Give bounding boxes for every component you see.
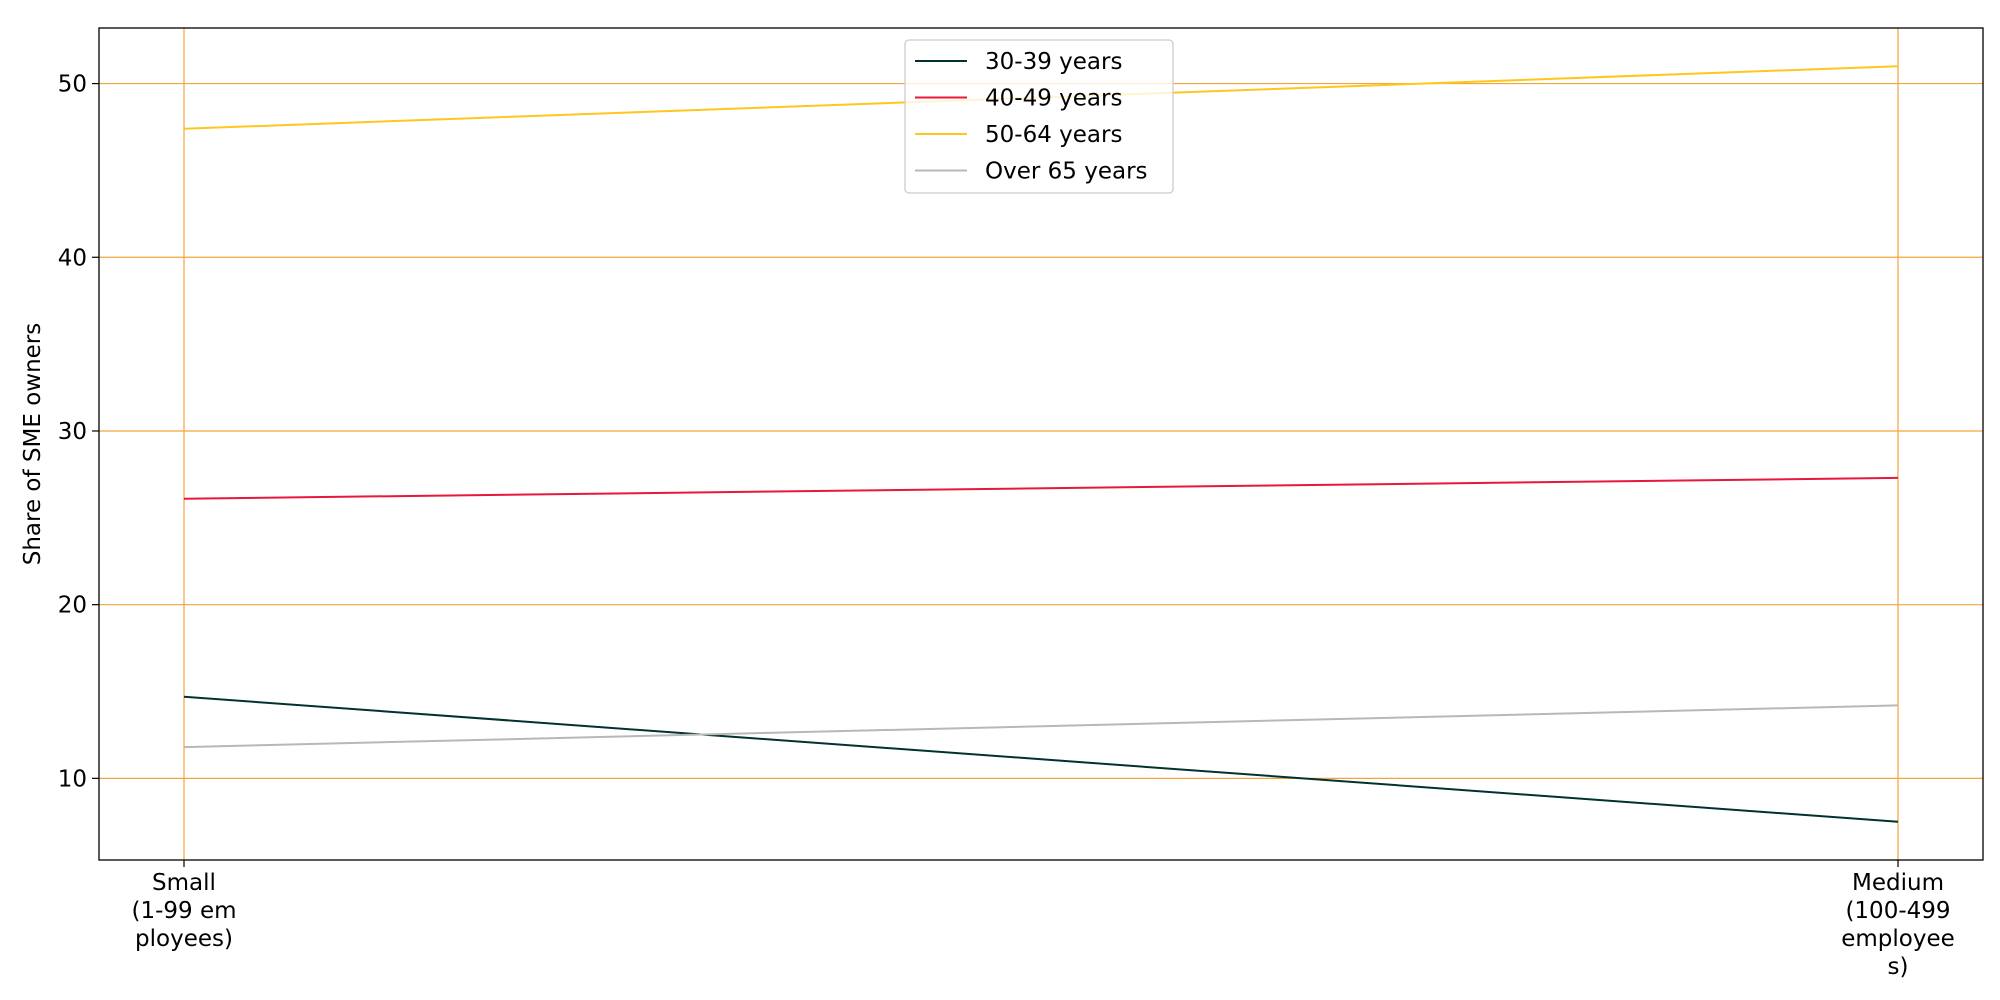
x-tick-label-line: Small <box>152 870 216 896</box>
y-tick-label: 50 <box>58 72 87 98</box>
plot-frame <box>98 27 1984 861</box>
series-line-1 <box>183 695 1899 823</box>
y-tick-label: 30 <box>58 419 87 445</box>
x-tick-label: Small (1-99 em ployees) <box>131 870 236 952</box>
x-tick-layer: Small (1-99 em ployees) Medium (100-499 emplo… <box>131 860 1955 980</box>
series-line-2 <box>183 476 1899 500</box>
series-line-4 <box>183 704 1899 749</box>
x-tick-label-line: (1-99 em <box>131 898 236 924</box>
y-tick-label: 10 <box>58 766 87 792</box>
x-tick-label-line: (100-499 <box>1845 898 1950 924</box>
y-tick-label: 20 <box>58 593 87 619</box>
legend-label: 50-64 years <box>985 122 1122 148</box>
x-tick-label-line: Medium <box>1852 870 1944 896</box>
y-axis-label: Share of SME owners <box>20 323 46 566</box>
legend: 30-39 years 40-49 years 50-64 years Over 65… <box>904 39 1174 194</box>
y-tick-layer: 10 20 30 40 50 <box>58 72 99 792</box>
y-tick-label: 40 <box>58 245 87 271</box>
x-tick-label-line: s) <box>1888 954 1909 980</box>
legend-label: Over 65 years <box>985 159 1148 185</box>
x-tick-label: Medium (100-499 employee s) <box>1841 870 1955 980</box>
x-tick-label-line: ployees) <box>135 926 233 952</box>
legend-box <box>904 39 1174 194</box>
x-tick-label-line: employee <box>1841 926 1955 952</box>
legend-label: 40-49 years <box>985 86 1122 112</box>
legend-label: 30-39 years <box>985 49 1122 75</box>
